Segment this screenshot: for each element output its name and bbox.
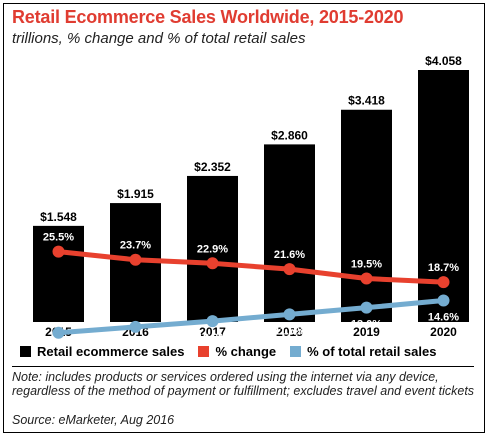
pct-change-point-2015 xyxy=(52,245,65,258)
pct-change-label-2020: 18.7% xyxy=(428,262,459,274)
pct-share-label-2020: 14.6% xyxy=(428,311,459,323)
x-tick-label-2018: 2018 xyxy=(276,325,303,339)
pct-share-line xyxy=(56,297,446,336)
bar-value-label-2017: $2.352 xyxy=(194,160,231,174)
bar-value-label-2020: $4.058 xyxy=(425,54,462,68)
pct-change-point-2017 xyxy=(206,257,219,270)
legend-item-share: % of total retail sales xyxy=(290,344,436,359)
bar-value-label-2016: $1.915 xyxy=(117,187,154,201)
pct-change-label-2018: 21.6% xyxy=(274,249,305,261)
legend-swatch-sales xyxy=(20,346,31,357)
bar-value-label-2015: $1.548 xyxy=(40,210,77,224)
legend-label-share: % of total retail sales xyxy=(307,344,437,359)
pct-change-point-2019 xyxy=(360,272,373,285)
pct-change-point-2018 xyxy=(283,263,296,276)
chart-subtitle: trillions, % change and % of total retai… xyxy=(12,30,306,47)
pct-share-point-2016 xyxy=(129,320,142,333)
footnote: Note: includes products or services orde… xyxy=(12,370,475,398)
pct-change-label-2015: 25.5% xyxy=(43,232,74,244)
chart-plot: $1.5482015$1.9152016$2.3522017$2.8602018… xyxy=(33,54,469,340)
bar-2018 xyxy=(264,144,315,322)
chart-title: Retail Ecommerce Sales Worldwide, 2015-2… xyxy=(12,7,404,27)
legend-item-change: % change xyxy=(198,344,276,359)
source-note: Source: eMarketer, Aug 2016 xyxy=(12,413,175,427)
pct-share-label-2019: 13.0% xyxy=(351,319,382,331)
x-tick-label-2017: 2017 xyxy=(199,325,226,339)
pct-share-point-2015 xyxy=(52,326,65,339)
bar-value-label-2019: $3.418 xyxy=(348,94,385,108)
pct-share-point-2020 xyxy=(437,294,450,307)
bar-2015 xyxy=(33,225,84,322)
x-tick-label-2019: 2019 xyxy=(353,325,380,339)
bar-2017 xyxy=(187,175,238,322)
pct-share-point-2018 xyxy=(283,308,296,321)
pct-change-label-2017: 22.9% xyxy=(197,243,228,255)
pct-change-point-2020 xyxy=(437,276,450,289)
pct-share-point-2019 xyxy=(360,301,373,314)
pct-share-label-2016: 8.7% xyxy=(123,338,148,340)
bar-value-label-2018: $2.860 xyxy=(271,128,308,142)
pct-share-label-2017: 10.0% xyxy=(197,332,228,340)
legend: Retail ecommerce sales % change % of tot… xyxy=(20,344,436,359)
legend-item-sales: Retail ecommerce sales xyxy=(20,344,184,359)
footer-divider xyxy=(12,366,474,367)
legend-label-sales: Retail ecommerce sales xyxy=(37,344,185,359)
legend-swatch-share xyxy=(290,346,302,357)
pct-share-point-2017 xyxy=(206,315,219,328)
pct-share-label-2018: 11.5% xyxy=(274,325,305,337)
pct-change-label-2016: 23.7% xyxy=(120,240,151,252)
chart-frame xyxy=(3,3,485,433)
legend-label-change: % change xyxy=(215,344,277,359)
pct-change-point-2016 xyxy=(129,253,142,266)
pct-change-line xyxy=(56,249,446,285)
bar-2019 xyxy=(341,109,392,322)
pct-change-label-2019: 19.5% xyxy=(351,259,382,271)
x-tick-label-2020: 2020 xyxy=(430,325,457,339)
legend-swatch-change xyxy=(198,346,210,357)
